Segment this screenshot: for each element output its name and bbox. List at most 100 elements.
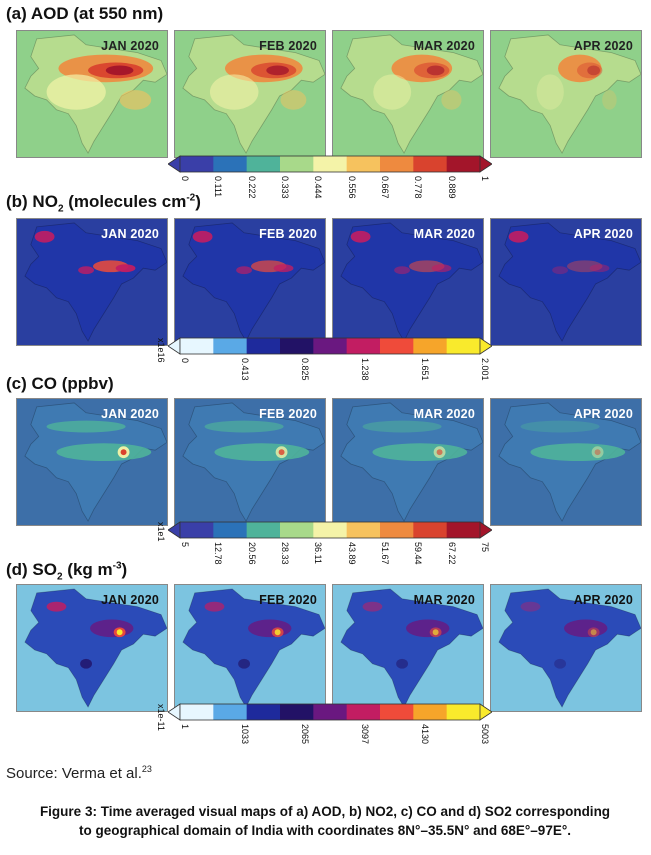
map-graphic (498, 34, 641, 154)
map-month-label: APR 2020 (573, 39, 633, 53)
source-text: Source: Verma et al. (6, 765, 142, 782)
panel-title-aod: (a) AOD (at 550 nm) (6, 4, 163, 24)
colorbar-tick-label: 3097 (360, 724, 370, 745)
colorbar-segment (246, 522, 281, 538)
colorbar-tick-label: 0.111 (213, 176, 224, 198)
concentration-hotspot (432, 629, 439, 636)
panel-title-co: (c) CO (ppbv) (6, 374, 114, 394)
concentration-hotspot (105, 65, 134, 76)
map-graphic (182, 402, 325, 522)
map-graphic (340, 222, 483, 342)
colorbar-ticks: 0 0.413 0.825 1.238 1.651 2.001 (180, 358, 490, 398)
concentration-hotspot (204, 420, 284, 433)
map-so2-month-4: APR 2020 (490, 584, 642, 712)
map-aod-month-1: JAN 2020 (16, 30, 168, 158)
colorbar-ticks: 0 0.111 0.222 0.333 0.444 0.556 0.667 0.778 0.88… (180, 176, 490, 216)
concentration-hotspot (90, 619, 134, 638)
colorbar-segment (446, 522, 481, 538)
colorbar-segment (246, 338, 281, 354)
colorbar-segment (380, 156, 414, 172)
figure: (a) AOD (at 550 nm) JAN 2020 FEB 2020 MAR 2… (6, 4, 646, 745)
concentration-hotspot (280, 90, 307, 110)
map-month-label: JAN 2020 (101, 407, 159, 421)
concentration-hotspot (120, 449, 127, 456)
concentration-hotspot (238, 658, 250, 669)
panel-title-unit: (kg m (62, 560, 113, 579)
map-row-no2: JAN 2020 FEB 2020 MAR 2020 APR 2020 (16, 218, 646, 346)
colorbar-segment (280, 522, 314, 538)
india-outline (182, 222, 325, 342)
colorbar-segment (280, 156, 314, 172)
colorbar-segment (446, 338, 481, 354)
concentration-hotspot (278, 449, 285, 456)
colorbar-tick-label: 1 (480, 176, 490, 182)
concentration-hotspot (350, 230, 371, 243)
colorbar-tick-label: 0.556 (346, 176, 357, 199)
figure-caption: Figure 3: Time averaged visual maps of a… (20, 802, 630, 840)
map-row-so2: JAN 2020 FEB 2020 MAR 2020 APR 2020 (16, 584, 646, 712)
panel-title-close: ) (195, 192, 201, 211)
concentration-hotspot (558, 54, 602, 83)
colorbar-tick-label: 4130 (420, 724, 430, 745)
map-row-aod: JAN 2020 FEB 2020 MAR 2020 APR 2020 (16, 30, 646, 158)
concentration-hotspot (564, 619, 608, 638)
concentration-hotspot (236, 266, 252, 275)
map-month-label: FEB 2020 (259, 227, 317, 241)
colorbar-tick-label: 5 (180, 542, 190, 548)
colorbar-segment (180, 704, 214, 720)
concentration-hotspot (602, 90, 617, 110)
concentration-hotspot (396, 658, 408, 669)
india-outline (498, 34, 641, 154)
panel-title-close: ) (121, 560, 128, 579)
map-graphic (340, 588, 483, 708)
map-month-label: APR 2020 (573, 227, 633, 241)
panel-title-superscript: -3 (112, 560, 122, 572)
concentration-hotspot (119, 90, 152, 110)
colorbar-max-arrow (479, 521, 492, 539)
colorbar-tick-label: 0.444 (313, 176, 324, 199)
concentration-hotspot (431, 264, 452, 273)
concentration-hotspot (587, 65, 600, 76)
panel-title-subscript: 2 (57, 571, 63, 583)
colorbar-unit-label: x1e-11 (156, 704, 166, 731)
colorbar-tick-label: 0.825 (300, 358, 310, 381)
colorbar-unit-label: x1e16 (156, 338, 166, 363)
concentration-hotspot (552, 266, 568, 275)
map-aod-month-2: FEB 2020 (174, 30, 326, 158)
colorbar-tick-label: 20.56 (246, 542, 257, 565)
colorbar-tick-label: 0.778 (413, 176, 424, 199)
map-month-label: MAR 2020 (413, 39, 475, 53)
concentration-hotspot (554, 658, 566, 669)
map-co-month-3: MAR 2020 (332, 398, 484, 526)
colorbar-max-arrow (479, 155, 492, 173)
colorbar-tick-label: 1.238 (360, 358, 370, 381)
map-month-label: APR 2020 (573, 593, 633, 607)
source-reference: 23 (141, 764, 152, 774)
india-outline (498, 588, 641, 708)
colorbar-min-arrow (168, 155, 181, 173)
colorbar-segment (280, 704, 314, 720)
map-graphic (24, 402, 167, 522)
colorbar-tick-label: 1.651 (420, 358, 430, 381)
colorbar-tick-label: 43.89 (346, 542, 357, 565)
concentration-hotspot (362, 420, 442, 433)
colorbar-segment (446, 156, 481, 172)
concentration-hotspot (587, 627, 600, 638)
colorbar-segment (346, 704, 381, 720)
concentration-hotspot (192, 230, 213, 243)
concentration-hotspot (116, 629, 123, 636)
colorbar-graphic (168, 703, 492, 721)
concentration-hotspot (273, 264, 294, 273)
india-outline (340, 222, 483, 342)
colorbar-segment (180, 156, 214, 172)
colorbar-segment (380, 522, 414, 538)
colorbar-co: 5 12.78 20.56 28.33 36.11 43.89 51.67 59.44 67.2… (168, 520, 492, 565)
map-no2-month-2: FEB 2020 (174, 218, 326, 346)
map-graphic (498, 588, 641, 708)
concentration-hotspot (78, 266, 94, 275)
map-no2-month-4: APR 2020 (490, 218, 642, 346)
colorbar-tick-label: 0.889 (446, 176, 457, 199)
colorbar-segment (446, 704, 481, 720)
colorbar-frame (179, 337, 481, 355)
map-graphic (24, 222, 167, 342)
